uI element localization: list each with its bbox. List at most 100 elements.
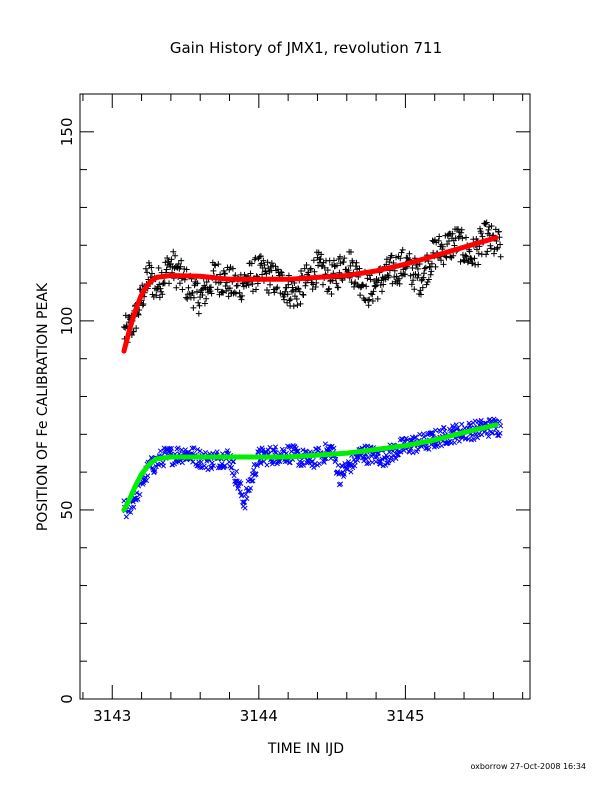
data-point [248,485,254,491]
data-point [144,269,151,276]
data-point [214,449,220,455]
data-point [257,253,264,260]
data-point [369,291,376,298]
data-point [131,504,137,510]
data-point [287,296,294,303]
data-point [379,288,386,295]
data-point [175,445,181,451]
data-point [297,300,304,307]
data-point [478,230,485,237]
data-point [295,448,301,454]
data-point [273,450,279,456]
data-point [344,465,350,471]
data-point [272,444,279,450]
data-point [369,297,376,304]
data-point [133,325,140,332]
data-point [198,465,204,471]
data-point [194,288,201,295]
data-point [214,286,221,293]
data-point [471,436,477,442]
data-point [488,222,495,229]
data-point [459,421,465,427]
data-point [243,491,249,498]
data-point [149,291,156,298]
data-point [178,257,185,264]
data-point [220,289,227,296]
data-point [360,282,367,289]
data-point [249,280,256,287]
data-point [459,235,466,242]
data-point [439,443,445,449]
data-point [319,281,326,288]
data-point [140,300,147,307]
data-point [184,295,191,302]
data-point [423,445,429,451]
data-point [427,271,434,278]
data-point [483,251,490,258]
data-point [199,292,206,299]
data-point [265,447,271,453]
data-point [478,417,484,423]
data-point [406,250,413,257]
data-point [263,270,270,277]
axis-ticks [80,93,530,700]
data-point [455,226,462,233]
data-point [428,268,435,275]
data-point [298,267,305,274]
data-point [341,255,348,262]
data-point [364,461,370,467]
data-point [307,265,314,272]
data-point [393,455,399,462]
data-point [426,446,432,452]
data-point [417,291,424,298]
data-point [380,281,387,288]
data-point [148,270,155,277]
data-point [409,265,416,272]
data-point [351,283,358,290]
data-point [239,292,246,299]
data-point [241,499,248,505]
data-point [414,274,421,281]
data-point [249,288,256,295]
data-point [249,478,255,484]
data-point [470,432,476,438]
data-point [300,462,307,468]
data-point [494,244,501,251]
data-point [371,282,378,289]
data-point [225,293,232,300]
data-point [374,295,381,302]
data-point [457,258,464,265]
data-point [482,220,489,227]
data-point [183,266,190,273]
data-point [203,279,210,286]
data-point [256,253,263,260]
data-point [313,279,320,286]
data-point [281,296,288,303]
data-point [475,250,482,257]
data-point [439,243,446,250]
y-axis-label: POSITION OF Fe CALIBRATION PEAK [35,282,51,531]
data-point [407,272,414,279]
data-point [335,469,341,475]
data-point [357,292,364,299]
data-point [128,509,134,515]
data-point [163,266,170,273]
fit-line-2 [121,235,499,354]
data-point [286,444,292,450]
data-point [389,457,395,463]
data-point [331,445,337,451]
data-point [498,423,504,429]
data-point [316,445,322,451]
data-point [458,226,465,233]
x-tick-label: 3144 [240,707,278,725]
data-point [475,418,481,424]
data-point [300,292,307,299]
data-point [190,304,197,311]
data-point [415,271,422,278]
data-point [321,264,328,271]
y-tick-label: 50 [58,500,76,519]
data-point [338,481,344,487]
data-point [229,464,235,471]
data-point [242,505,248,511]
x-tick-label: 3143 [93,707,131,725]
